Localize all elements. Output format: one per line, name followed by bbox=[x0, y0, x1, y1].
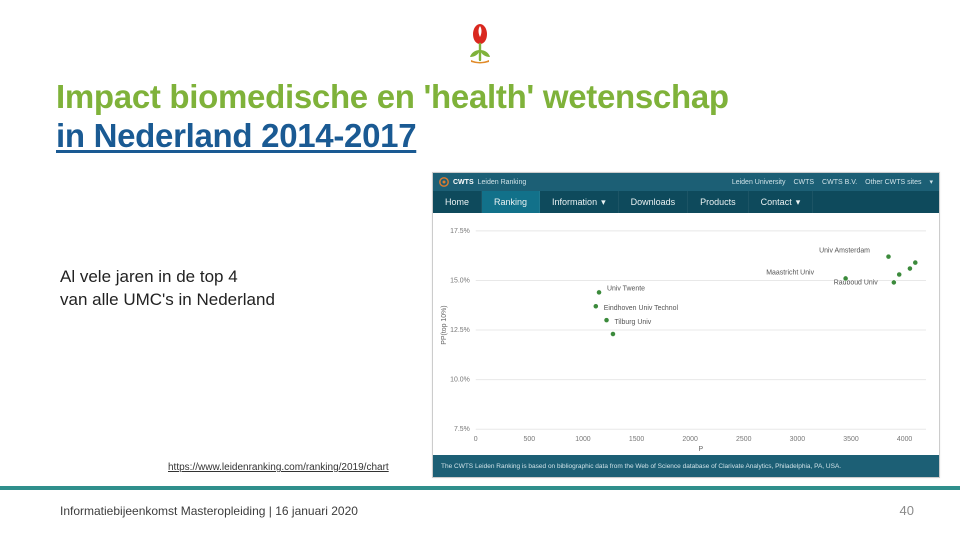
svg-text:Univ Twente: Univ Twente bbox=[607, 285, 645, 292]
footer-text: Informatiebijeenkomst Masteropleiding | … bbox=[60, 504, 358, 518]
page-number: 40 bbox=[900, 503, 914, 518]
panel-top-links: Leiden University CWTS CWTS B.V. Other C… bbox=[726, 178, 933, 186]
svg-text:2500: 2500 bbox=[736, 436, 752, 443]
top-link[interactable]: CWTS bbox=[793, 179, 814, 186]
panel-nav: Home Ranking Information ▾ Downloads Prod… bbox=[433, 191, 939, 213]
source-link[interactable]: https://www.leidenranking.com/ranking/20… bbox=[168, 462, 389, 473]
logo-area bbox=[0, 20, 960, 69]
svg-text:Univ Amsterdam: Univ Amsterdam bbox=[819, 248, 870, 255]
panel-topbar: CWTS Leiden Ranking Leiden University CW… bbox=[433, 173, 939, 191]
svg-text:17.5%: 17.5% bbox=[450, 228, 470, 235]
panel-brand: CWTS Leiden Ranking bbox=[439, 177, 526, 187]
tab-contact[interactable]: Contact ▾ bbox=[749, 191, 814, 213]
tab-label: Home bbox=[445, 197, 469, 207]
tab-downloads[interactable]: Downloads bbox=[619, 191, 689, 213]
panel-footer: The CWTS Leiden Ranking is based on bibl… bbox=[433, 455, 939, 477]
tab-ranking[interactable]: Ranking bbox=[482, 191, 540, 213]
leiden-ranking-panel: CWTS Leiden Ranking Leiden University CW… bbox=[432, 172, 940, 478]
svg-text:500: 500 bbox=[524, 436, 536, 443]
svg-text:2000: 2000 bbox=[682, 436, 698, 443]
scatter-chart: 7.5% 10.0% 12.5% 15.0% 17.5% 0 500 1000 1500 2000… bbox=[433, 213, 939, 455]
svg-text:P: P bbox=[699, 446, 704, 453]
tab-information[interactable]: Information ▾ bbox=[540, 191, 619, 213]
svg-text:12.5%: 12.5% bbox=[450, 327, 470, 334]
svg-text:3500: 3500 bbox=[843, 436, 859, 443]
tab-home[interactable]: Home bbox=[433, 191, 482, 213]
chevron-down-icon: ▾ bbox=[601, 197, 606, 208]
svg-text:10.0%: 10.0% bbox=[450, 377, 470, 384]
svg-text:7.5%: 7.5% bbox=[454, 426, 470, 433]
svg-text:Radboud Univ: Radboud Univ bbox=[834, 279, 878, 286]
svg-text:Eindhoven Univ Technol: Eindhoven Univ Technol bbox=[604, 305, 679, 312]
svg-text:15.0%: 15.0% bbox=[450, 277, 470, 284]
brand-text: Leiden Ranking bbox=[478, 179, 527, 186]
svg-text:0: 0 bbox=[474, 436, 478, 443]
title-line1: Impact biomedische en 'health' wetenscha… bbox=[56, 78, 906, 117]
svg-text:3000: 3000 bbox=[790, 436, 806, 443]
svg-text:1000: 1000 bbox=[575, 436, 591, 443]
tab-products[interactable]: Products bbox=[688, 191, 749, 213]
svg-text:Tilburg Univ: Tilburg Univ bbox=[614, 319, 651, 326]
svg-text:1500: 1500 bbox=[629, 436, 645, 443]
top-link[interactable]: Leiden University bbox=[732, 179, 786, 186]
title-line2: in Nederland 2014-2017 bbox=[56, 117, 906, 156]
chevron-down-icon: ▾ bbox=[796, 197, 801, 208]
subtext-line1: Al vele jaren in de top 4 bbox=[60, 266, 275, 289]
tab-label: Contact bbox=[761, 197, 792, 207]
subtext: Al vele jaren in de top 4 van alle UMC's… bbox=[60, 266, 275, 312]
tulip-logo-icon bbox=[463, 20, 497, 69]
footer-bar bbox=[0, 486, 960, 490]
top-link[interactable]: CWTS B.V. bbox=[822, 179, 857, 186]
tab-label: Information bbox=[552, 197, 597, 207]
tab-label: Products bbox=[700, 197, 736, 207]
brand-prefix: CWTS bbox=[453, 179, 474, 186]
slide: Impact biomedische en 'health' wetenscha… bbox=[0, 0, 960, 540]
svg-text:PP(top 10%): PP(top 10%) bbox=[441, 305, 448, 344]
panel-chart: 7.5% 10.0% 12.5% 15.0% 17.5% 0 500 1000 1500 2000… bbox=[433, 213, 939, 455]
chevron-down-icon: ▾ bbox=[929, 179, 933, 186]
subtext-line2: van alle UMC's in Nederland bbox=[60, 289, 275, 312]
cwts-logo-icon bbox=[439, 177, 449, 187]
tab-label: Downloads bbox=[631, 197, 676, 207]
panel-footer-text: The CWTS Leiden Ranking is based on bibl… bbox=[441, 463, 841, 470]
svg-text:4000: 4000 bbox=[897, 436, 913, 443]
slide-title: Impact biomedische en 'health' wetenscha… bbox=[56, 78, 906, 156]
tab-label: Ranking bbox=[494, 197, 527, 207]
top-link[interactable]: Other CWTS sites bbox=[865, 179, 921, 186]
svg-text:Maastricht Univ: Maastricht Univ bbox=[766, 269, 814, 276]
